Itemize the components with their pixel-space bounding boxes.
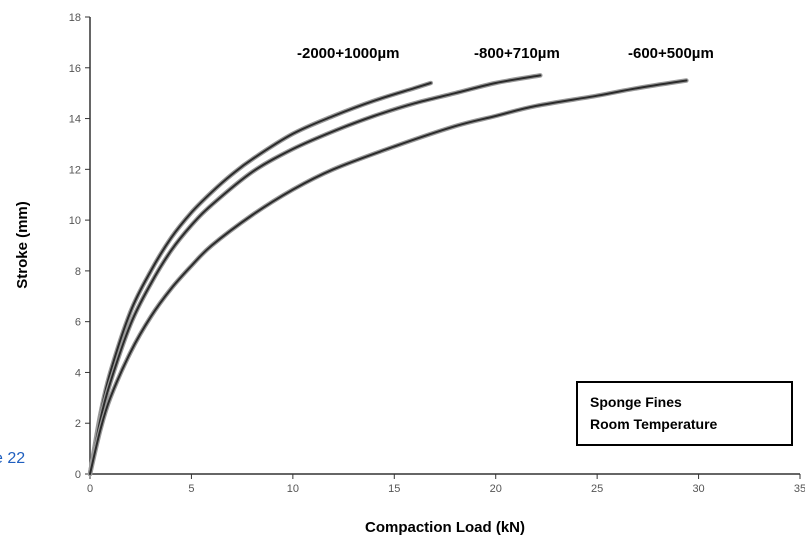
x-tick-label: 35 (794, 483, 805, 495)
series-line-shadow (87, 80, 434, 477)
y-tick-label: 14 (69, 114, 81, 126)
annotation-line-2: Room Temperature (590, 416, 718, 432)
y-tick-label: 4 (75, 367, 81, 379)
side-text-fragment: e 22 (0, 450, 25, 467)
x-tick-label: 5 (188, 483, 194, 495)
annotation-box-frame (576, 381, 793, 446)
series-label: -2000+1000µm (297, 45, 399, 62)
axes (89, 17, 800, 475)
y-tick-label: 2 (75, 418, 81, 430)
x-tick-label: 10 (287, 483, 299, 495)
annotation-line-1: Sponge Fines (590, 394, 682, 410)
x-tick-label: 15 (388, 483, 400, 495)
x-tick-label: 25 (591, 483, 603, 495)
y-tick-label: 0 (75, 469, 81, 481)
x-tick-label: 0 (87, 483, 93, 495)
series-line (89, 82, 432, 475)
x-tick-label: 30 (692, 483, 704, 495)
y-tick-label: 12 (69, 164, 81, 176)
series-labels: -2000+1000µm -800+710µm -600+500µm (297, 45, 714, 62)
y-tick-label: 16 (69, 63, 81, 75)
y-tick-label: 6 (75, 317, 81, 329)
y-tick-label: 10 (69, 215, 81, 227)
series-line-shadow (87, 73, 543, 477)
y-tick-label: 18 (69, 12, 81, 24)
y-tick-label: 8 (75, 266, 81, 278)
x-tick-label: 20 (490, 483, 502, 495)
x-axis-title: Compaction Load (kN) (365, 519, 525, 536)
series-line (89, 74, 542, 475)
series-curves (87, 73, 689, 477)
series-line (89, 79, 688, 475)
series-label: -600+500µm (628, 45, 714, 62)
y-axis-title: Stroke (mm) (14, 201, 31, 289)
axis-ticks: 0 5 10 15 20 25 30 35 0 2 4 6 8 10 12 14 16 18 (69, 12, 805, 495)
annotation-box: Sponge Fines Room Temperature (576, 381, 793, 446)
series-label: -800+710µm (474, 45, 560, 62)
